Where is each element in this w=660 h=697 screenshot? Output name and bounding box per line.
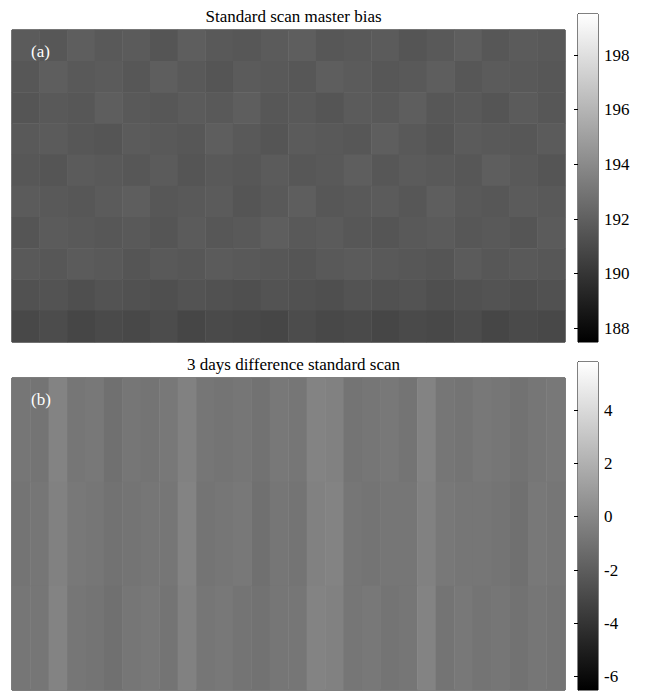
- svg-text:194: 194: [604, 155, 630, 174]
- svg-text:2: 2: [604, 454, 613, 473]
- svg-text:192: 192: [604, 210, 630, 229]
- svg-text:-2: -2: [604, 561, 618, 580]
- svg-text:(b): (b): [31, 390, 51, 409]
- svg-text:3 days difference standard sca: 3 days difference standard scan: [187, 355, 401, 374]
- svg-text:196: 196: [604, 100, 630, 119]
- svg-text:190: 190: [604, 264, 630, 283]
- svg-text:198: 198: [604, 46, 630, 65]
- svg-text:Standard scan master bias: Standard scan master bias: [205, 7, 381, 26]
- svg-text:-6: -6: [604, 667, 618, 686]
- svg-text:4: 4: [604, 401, 613, 420]
- svg-text:188: 188: [604, 319, 630, 338]
- svg-text:-4: -4: [604, 614, 619, 633]
- svg-text:0: 0: [604, 507, 613, 526]
- svg-text:(a): (a): [31, 42, 50, 61]
